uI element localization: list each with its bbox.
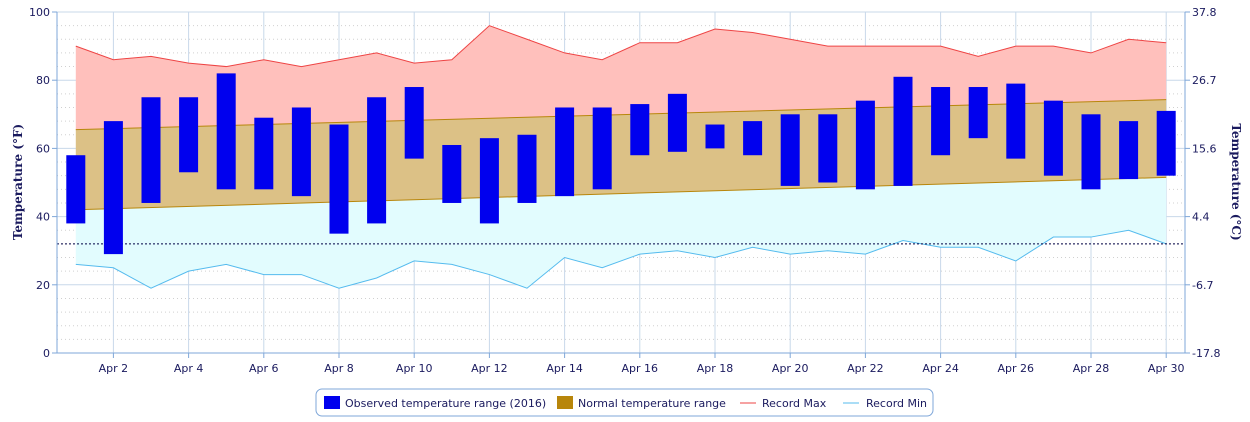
observed-range-bar[interactable]: [1156, 110, 1176, 176]
observed-range-bar[interactable]: [1119, 121, 1139, 180]
observed-range-bar[interactable]: [442, 144, 462, 203]
x-tick-label: Apr 28: [1073, 362, 1110, 375]
observed-range-bar[interactable]: [1081, 114, 1101, 190]
x-tick-label: Apr 12: [471, 362, 508, 375]
observed-range-bar[interactable]: [1006, 83, 1026, 159]
y-axis-title-right: Temperature (°C): [1229, 123, 1243, 240]
right-tick-label: 26.7: [1192, 74, 1217, 87]
legend-item-observed[interactable]: Observed temperature range (2016): [324, 396, 546, 410]
observed-range-bar[interactable]: [367, 97, 387, 224]
x-tick-label: Apr 24: [922, 362, 959, 375]
record-min-line: [75, 229, 1167, 289]
observed-range-bar[interactable]: [329, 124, 349, 234]
observed-range-bars: [66, 73, 1176, 255]
legend: Observed temperature range (2016) Normal…: [315, 388, 934, 417]
x-axis-ticks: Apr 2 Apr 4 Apr 6 Apr 8 Apr 10 Apr 12 Apr 14 Ap…: [99, 353, 1185, 375]
axes: [56, 12, 1186, 354]
legend-item-record-max[interactable]: Record Max: [740, 397, 827, 410]
right-tick-label: -6.7: [1192, 279, 1213, 292]
observed-range-bar[interactable]: [291, 107, 311, 197]
x-tick-label: Apr 4: [174, 362, 204, 375]
x-tick-label: Apr 26: [998, 362, 1035, 375]
normal-low-line: [75, 176, 1167, 211]
left-tick-label: 80: [36, 74, 50, 87]
x-tick-label: Apr 6: [249, 362, 279, 375]
left-tick-label: 100: [29, 6, 50, 19]
legend-swatch-observed: [324, 396, 340, 409]
legend-item-normal[interactable]: Normal temperature range: [557, 396, 726, 410]
left-tick-label: 40: [36, 211, 50, 224]
x-tick-label: Apr 10: [396, 362, 433, 375]
legend-label-record-max: Record Max: [762, 397, 827, 410]
observed-range-bar[interactable]: [555, 107, 575, 197]
observed-range-bar[interactable]: [780, 114, 800, 186]
observed-range-bar[interactable]: [667, 93, 687, 152]
observed-range-bar[interactable]: [479, 138, 499, 224]
x-tick-label: Apr 16: [622, 362, 659, 375]
record-max-line: [75, 25, 1167, 68]
observed-range-bar[interactable]: [743, 121, 763, 156]
observed-range-bar[interactable]: [630, 104, 650, 156]
x-tick-label: Apr 8: [324, 362, 354, 375]
right-tick-label: 15.6: [1192, 142, 1217, 155]
observed-range-bar[interactable]: [517, 134, 537, 203]
observed-range-bar[interactable]: [66, 155, 86, 224]
x-tick-label: Apr 2: [99, 362, 129, 375]
right-tick-label: 4.4: [1192, 211, 1210, 224]
observed-range-bar[interactable]: [592, 107, 612, 190]
observed-range-bar[interactable]: [705, 124, 725, 149]
record-lines: [75, 25, 1167, 289]
observed-range-bar[interactable]: [968, 87, 988, 139]
observed-range-bar[interactable]: [1043, 100, 1063, 176]
left-tick-label: 60: [36, 142, 50, 155]
legend-label-record-min: Record Min: [866, 397, 927, 410]
observed-range-bar[interactable]: [855, 100, 875, 190]
observed-range-bar[interactable]: [103, 121, 123, 255]
right-tick-label: -17.8: [1192, 347, 1220, 360]
left-axis-ticks: 0 20 40 60 80 100: [29, 6, 57, 360]
legend-item-record-min[interactable]: Record Min: [843, 397, 927, 410]
observed-range-bar[interactable]: [254, 117, 274, 190]
legend-label-observed: Observed temperature range (2016): [345, 397, 546, 410]
observed-range-bar[interactable]: [216, 73, 236, 190]
legend-box: [315, 388, 934, 417]
y-axis-title-left: Temperature (°F): [11, 124, 25, 240]
x-tick-label: Apr 20: [772, 362, 809, 375]
observed-range-bar[interactable]: [893, 76, 913, 186]
x-tick-label: Apr 30: [1148, 362, 1185, 375]
observed-range-bar[interactable]: [931, 87, 951, 156]
legend-label-normal: Normal temperature range: [578, 397, 726, 410]
legend-swatch-normal: [557, 396, 573, 409]
observed-range-bar[interactable]: [179, 97, 199, 173]
left-tick-label: 20: [36, 279, 50, 292]
left-tick-label: 0: [43, 347, 50, 360]
x-tick-label: Apr 14: [546, 362, 583, 375]
x-tick-label: Apr 22: [847, 362, 884, 375]
right-tick-label: 37.8: [1192, 6, 1217, 19]
observed-range-bar[interactable]: [818, 114, 838, 183]
right-axis-ticks: -17.8 -6.7 4.4 15.6 26.7 37.8: [1185, 6, 1220, 360]
observed-range-bar[interactable]: [141, 97, 161, 203]
x-tick-label: Apr 18: [697, 362, 734, 375]
observed-range-bar[interactable]: [404, 87, 424, 159]
